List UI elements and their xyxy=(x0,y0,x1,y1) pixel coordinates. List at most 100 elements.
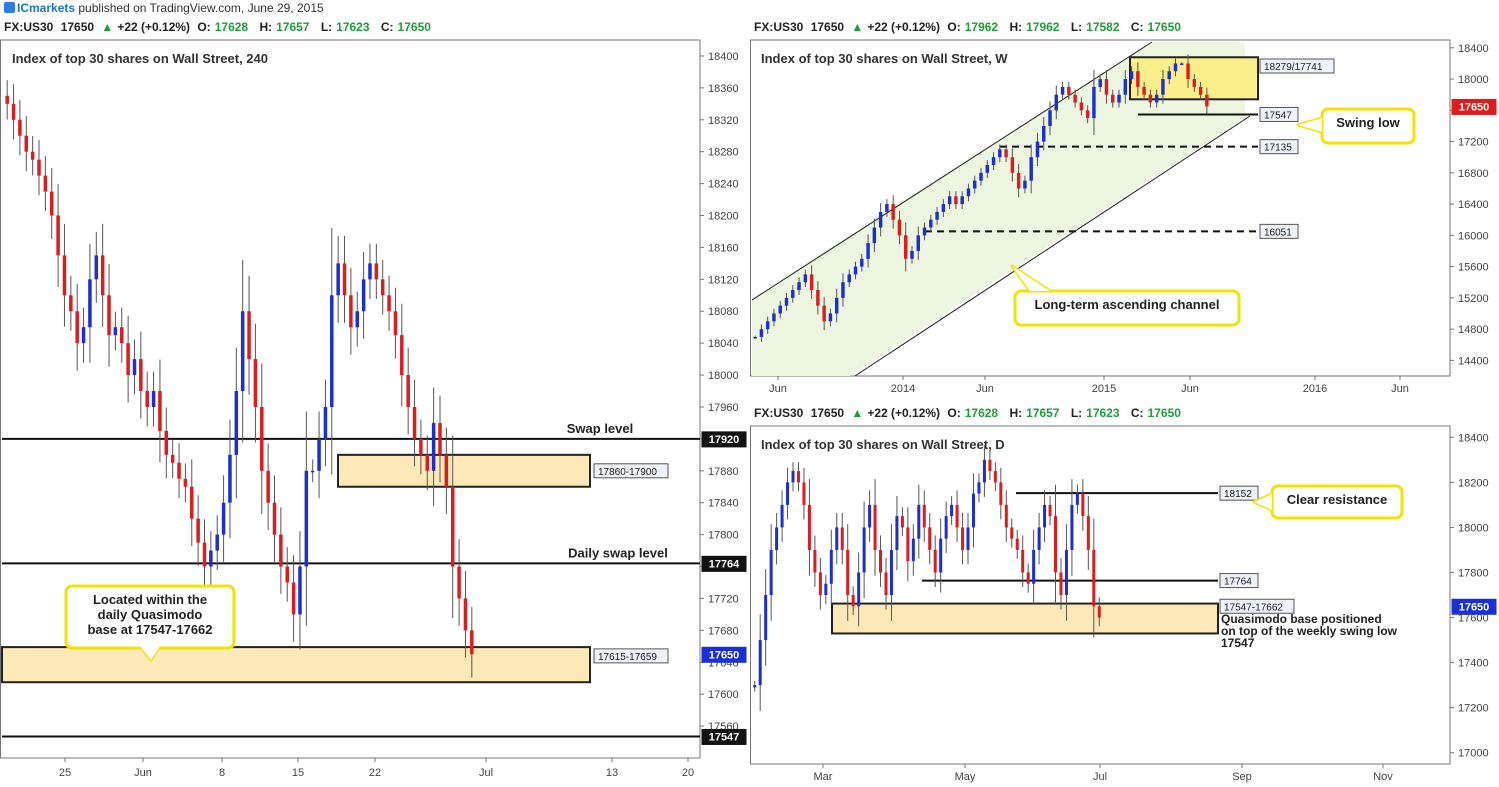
open-value: 17628 xyxy=(214,20,249,34)
h4-candle xyxy=(247,311,251,360)
daily-candle xyxy=(1075,493,1079,505)
swap-level-label: Swap level xyxy=(567,421,633,436)
daily-candle xyxy=(846,549,850,595)
x-tick-label: Jul xyxy=(1093,771,1107,783)
weekly-candle xyxy=(897,219,902,236)
h4-candle xyxy=(438,422,442,455)
h4-candle xyxy=(368,263,372,280)
price-tag-17764: 17764 xyxy=(709,558,740,570)
x-tick-label: 13 xyxy=(606,767,618,779)
weekly-candle xyxy=(803,274,808,283)
daily-candle xyxy=(993,471,997,483)
callout-quasimodo-pointer-fill xyxy=(140,646,160,660)
up-arrow-icon: ▲ xyxy=(851,406,864,420)
h4-candle xyxy=(253,359,258,407)
x-tick-label: 22 xyxy=(369,767,381,779)
daily-candle xyxy=(906,527,910,562)
weekly-candle xyxy=(853,266,858,275)
h4-candle xyxy=(317,438,321,471)
weekly-candle xyxy=(910,250,914,259)
y-tick-label: 17600 xyxy=(708,689,739,701)
daily-candle xyxy=(818,572,822,595)
close-value: 17650 xyxy=(1147,406,1181,420)
price-tag-17920: 17920 xyxy=(709,434,740,446)
h4-candle xyxy=(221,502,226,535)
weekly-chart-panel[interactable]: FX:US30 17650 ▲ +22 (+0.12%) O: 17962 H: 17… xyxy=(750,18,1499,403)
publisher-name[interactable]: ICmarkets xyxy=(17,1,76,15)
h4-candle xyxy=(107,295,111,336)
h4-chart-canvas[interactable]: 18400 18360 18320 18280 18240 18200 18160 18120… xyxy=(0,18,748,787)
h4-candle xyxy=(310,470,315,473)
h4-candle xyxy=(11,103,16,120)
y-tick-label: 16800 xyxy=(1458,168,1489,180)
h4-candle xyxy=(170,454,175,463)
daily-candle xyxy=(862,527,866,573)
weekly-candle xyxy=(1154,94,1159,103)
current-price-tag-box xyxy=(1451,98,1497,115)
weekly-candle xyxy=(834,297,839,314)
h4-candle xyxy=(24,135,29,152)
daily-candle xyxy=(1043,504,1047,528)
quasimodo-annotation: 17547 xyxy=(1221,636,1255,650)
daily-candle xyxy=(857,572,861,607)
weekly-candle xyxy=(1161,79,1165,95)
weekly-candle xyxy=(1123,79,1128,95)
h4-candle xyxy=(272,502,277,535)
daily-candle xyxy=(1015,538,1019,550)
weekly-candle xyxy=(1023,180,1027,189)
zone-label-17860-17900: 17860-17900 xyxy=(598,467,657,478)
h4-candle xyxy=(132,359,137,376)
daily-candle xyxy=(764,595,768,641)
zone-17860-17900 xyxy=(337,453,591,488)
h4-candle xyxy=(298,566,302,615)
weekly-chart-canvas[interactable]: 1840018000176001720016800164001600015600… xyxy=(750,18,1499,403)
y-tick-label: 15200 xyxy=(1458,293,1489,305)
h4-candle xyxy=(234,391,239,455)
weekly-candle xyxy=(891,204,895,220)
h4-candle xyxy=(43,175,48,192)
callout-channel-pointer-fill xyxy=(1012,266,1050,291)
y-tick-label: 17680 xyxy=(708,625,739,637)
h4-candle xyxy=(56,215,60,256)
level-label-17135-box xyxy=(1259,139,1299,155)
x-tick-label: 20 xyxy=(682,767,694,779)
daily-swap-level-label: Daily swap level xyxy=(568,545,668,560)
h4-candle xyxy=(240,311,245,392)
low-value: 17623 xyxy=(1086,406,1120,420)
daily-candle xyxy=(889,549,893,595)
quasimodo-annotation: Quasimodo base positioned xyxy=(1221,612,1382,626)
h4-candle xyxy=(349,295,353,328)
daily-candle xyxy=(775,527,779,550)
weekly-candle xyxy=(1067,86,1071,95)
y-tick-label: 14800 xyxy=(1458,324,1489,336)
level-label-18152: 18152 xyxy=(1224,489,1252,500)
daily-candle xyxy=(917,504,921,539)
h4-candle xyxy=(190,486,194,519)
x-tick-label: Jun xyxy=(1391,383,1409,395)
callout-clear-resistance-pointer-fill xyxy=(1254,494,1272,510)
y-tick-label: 18400 xyxy=(1458,432,1489,444)
high-value: 17657 xyxy=(1026,406,1060,420)
price-tag-17764-box xyxy=(701,555,747,572)
price-change: +22 (+0.12%) xyxy=(867,406,941,420)
weekly-candle xyxy=(1029,157,1033,181)
daily-chart-canvas[interactable]: 18400 18200 18000 17800 17600 17400 17200 17000… xyxy=(750,404,1499,787)
h4-candle xyxy=(330,295,334,407)
y-tick-label: 18400 xyxy=(1458,43,1489,55)
h4-candle xyxy=(81,327,86,344)
callout-channel-text: Long-term ascending channel xyxy=(1035,297,1220,312)
x-tick-label: May xyxy=(955,771,976,783)
y-tick-label: 16000 xyxy=(1458,230,1489,242)
y-tick-label: 17200 xyxy=(1458,703,1489,715)
weekly-candle xyxy=(916,235,920,251)
h4-candle xyxy=(406,375,410,407)
daily-candle xyxy=(813,549,817,573)
h4-chart-panel[interactable]: FX:US30 17650 ▲ +22 (+0.12%) O: 17628 H: 17… xyxy=(0,18,748,787)
daily-candle xyxy=(950,504,954,517)
daily-chart-panel[interactable]: FX:US30 17650 ▲ +22 (+0.12%) O: 17628 H: 17… xyxy=(750,404,1499,787)
weekly-candle xyxy=(985,165,989,173)
daily-zone-label: 17547-17662 xyxy=(1224,602,1283,613)
symbol-header: FX:US30 17650 ▲ +22 (+0.12%) O: 17628 H: 17… xyxy=(754,406,1181,420)
weekly-candle xyxy=(1048,110,1052,126)
y-tick-label: 17000 xyxy=(1458,748,1489,760)
